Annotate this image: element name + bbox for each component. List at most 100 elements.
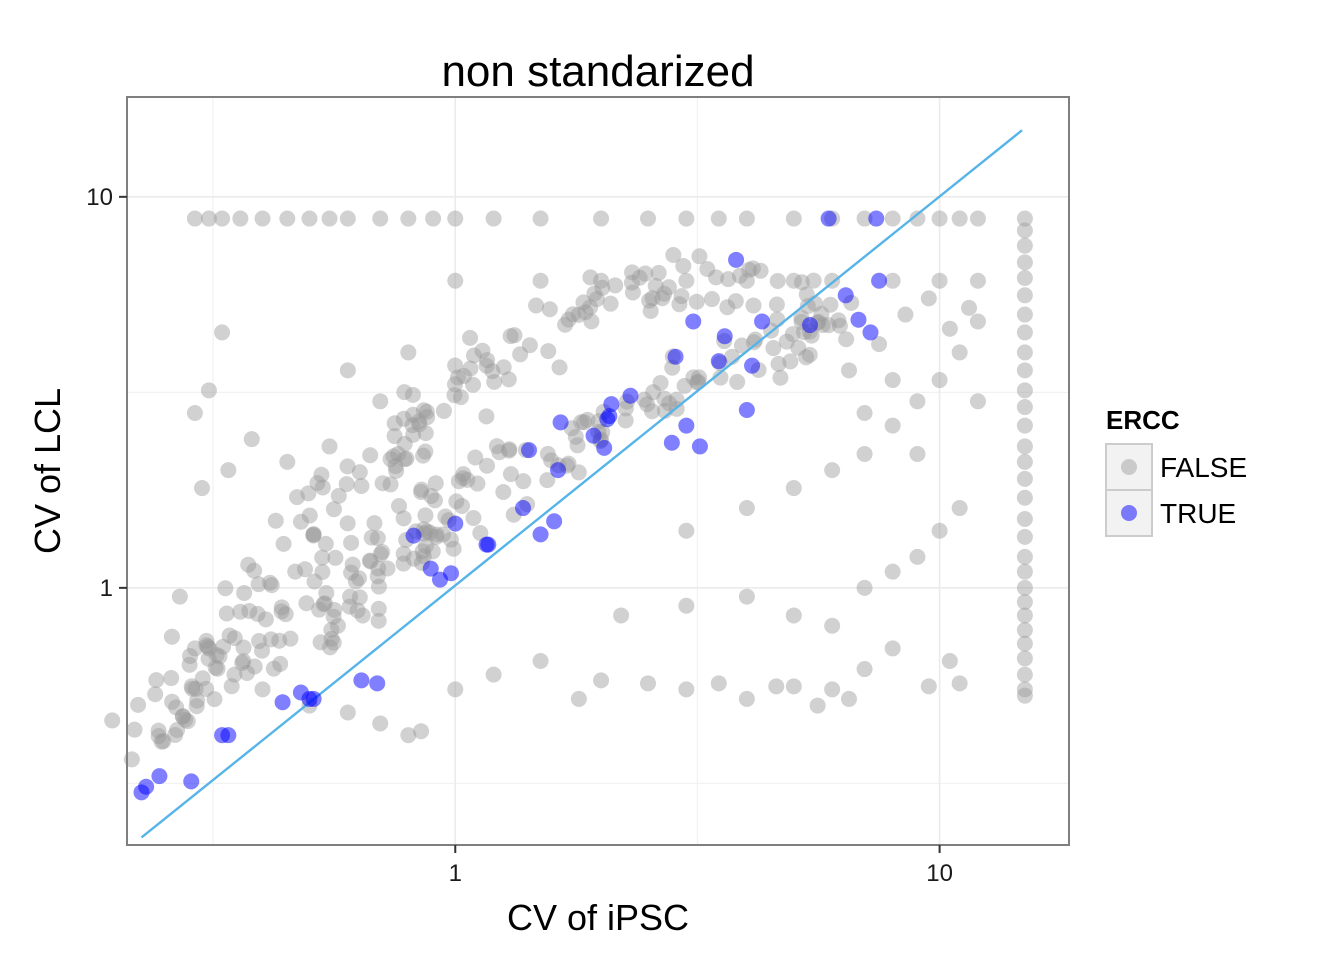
false-cloud-point-36-0 bbox=[478, 457, 495, 474]
false-cloud-point-48-3 bbox=[838, 331, 855, 348]
y-axis: 1 10 bbox=[86, 184, 127, 602]
false-cloud-point-46-3 bbox=[784, 326, 801, 343]
false-cloud-point-8-2 bbox=[297, 561, 314, 578]
y-tick-label-0: 1 bbox=[100, 575, 113, 602]
false-cloud-point-56-5 bbox=[395, 555, 412, 572]
false-point-38 bbox=[214, 324, 231, 341]
false-cloud-point-40-1 bbox=[573, 414, 590, 431]
false-cloud-point-34-1 bbox=[395, 510, 412, 527]
false-point-52 bbox=[226, 666, 243, 683]
false-cloud-point-7-4 bbox=[261, 574, 278, 591]
false-cloud-point-12-3 bbox=[339, 458, 356, 475]
false-cloud-point-18-1 bbox=[446, 387, 463, 404]
true-point-46 bbox=[862, 324, 879, 341]
false-point-127 bbox=[1016, 548, 1033, 565]
false-cloud-point-12-0 bbox=[382, 451, 399, 468]
false-cloud-point-34-2 bbox=[435, 526, 452, 543]
false-cloud-point-43-3 bbox=[685, 369, 702, 386]
false-cloud-point-29-3 bbox=[813, 305, 830, 322]
false-cloud-point-18-3 bbox=[449, 369, 466, 386]
false-cloud-point-23-2 bbox=[583, 313, 600, 330]
false-point-43 bbox=[279, 453, 296, 470]
false-cloud-point-0-4 bbox=[155, 733, 172, 750]
false-cloud-point-50-3 bbox=[179, 713, 196, 730]
false-point-131 bbox=[1016, 607, 1033, 624]
false-cloud-point-1-1 bbox=[147, 686, 164, 703]
false-cloud-point-7-3 bbox=[273, 599, 290, 616]
true-point-44 bbox=[837, 287, 854, 304]
false-cloud-point-59-1 bbox=[467, 449, 484, 466]
false-cloud-point-59-3 bbox=[491, 444, 508, 461]
false-point-30 bbox=[593, 272, 610, 289]
false-point-41 bbox=[220, 462, 237, 479]
false-cloud-point-12-1 bbox=[390, 445, 407, 462]
false-point-96 bbox=[951, 344, 968, 361]
false-cloud-point-17-0 bbox=[478, 408, 495, 425]
false-point-45 bbox=[339, 362, 356, 379]
false-cloud-point-39-5 bbox=[579, 411, 596, 428]
legend: ERCC FALSE TRUE bbox=[1105, 405, 1247, 537]
false-point-4 bbox=[254, 210, 271, 227]
false-cloud-point-53-0 bbox=[323, 630, 340, 647]
false-cloud-point-45-0 bbox=[747, 331, 764, 348]
false-point-15 bbox=[593, 210, 610, 227]
false-cloud-point-11-1 bbox=[353, 478, 370, 495]
x-axis: 1 10 bbox=[449, 845, 953, 887]
false-point-39 bbox=[200, 382, 217, 399]
false-point-25 bbox=[931, 210, 948, 227]
false-cloud-point-23-3 bbox=[582, 269, 599, 286]
false-cloud-point-31-1 bbox=[314, 564, 331, 581]
false-point-32 bbox=[738, 272, 755, 289]
true-point-15 bbox=[443, 565, 460, 582]
false-cloud-point-15-4 bbox=[417, 443, 434, 460]
false-cloud-point-46-2 bbox=[782, 353, 799, 370]
true-point-37 bbox=[716, 328, 733, 345]
false-cloud-point-3-1 bbox=[223, 678, 240, 695]
false-cloud-point-46-1 bbox=[745, 334, 762, 351]
false-cloud-point-2-3 bbox=[163, 670, 180, 687]
false-cloud-point-58-1 bbox=[455, 466, 472, 483]
false-cloud-point-16-1 bbox=[410, 413, 427, 430]
false-cloud-point-55-4 bbox=[363, 529, 380, 546]
false-point-63 bbox=[593, 672, 610, 689]
false-point-27 bbox=[969, 210, 986, 227]
false-cloud-point-26-1 bbox=[665, 246, 682, 263]
false-cloud-point-6-2 bbox=[249, 605, 266, 622]
false-point-100 bbox=[897, 306, 914, 323]
false-cloud-point-30-3 bbox=[326, 601, 343, 618]
false-cloud-point-27-5 bbox=[699, 261, 716, 278]
false-cloud-point-19-1 bbox=[455, 367, 472, 384]
false-point-85 bbox=[909, 548, 926, 565]
false-cloud-point-24-2 bbox=[650, 264, 667, 281]
false-point-114 bbox=[1016, 306, 1033, 323]
false-cloud-point-11-2 bbox=[339, 515, 356, 532]
true-point-25 bbox=[585, 427, 602, 444]
false-point-83 bbox=[856, 579, 873, 596]
false-cloud-point-2-0 bbox=[200, 650, 217, 667]
false-cloud-point-10-2 bbox=[300, 485, 317, 502]
false-point-130 bbox=[1016, 594, 1033, 611]
false-cloud-point-33-1 bbox=[415, 548, 432, 565]
false-point-103 bbox=[960, 299, 977, 316]
false-point-11 bbox=[425, 210, 442, 227]
false-point-66 bbox=[710, 675, 727, 692]
false-cloud-point-57-0 bbox=[423, 487, 440, 504]
false-point-80 bbox=[738, 588, 755, 605]
false-cloud-point-23-1 bbox=[624, 264, 641, 281]
false-point-106 bbox=[856, 405, 873, 422]
false-point-26 bbox=[951, 210, 968, 227]
false-point-1 bbox=[200, 210, 217, 227]
false-cloud-point-54-2 bbox=[318, 585, 335, 602]
false-cloud-point-6-5 bbox=[217, 580, 234, 597]
false-point-129 bbox=[1016, 579, 1033, 596]
false-point-36 bbox=[931, 272, 948, 289]
false-cloud-point-40-0 bbox=[617, 400, 634, 417]
false-cloud-point-22-2 bbox=[575, 294, 592, 311]
false-cloud-point-51-1 bbox=[246, 658, 263, 675]
false-cloud-point-15-2 bbox=[404, 417, 421, 434]
false-cloud-point-51-0 bbox=[211, 648, 228, 665]
false-cloud-point-22-3 bbox=[582, 299, 599, 316]
legend-marker-true bbox=[1121, 505, 1137, 521]
false-cloud-point-44-0 bbox=[691, 369, 708, 386]
false-point-135 bbox=[1016, 666, 1033, 683]
